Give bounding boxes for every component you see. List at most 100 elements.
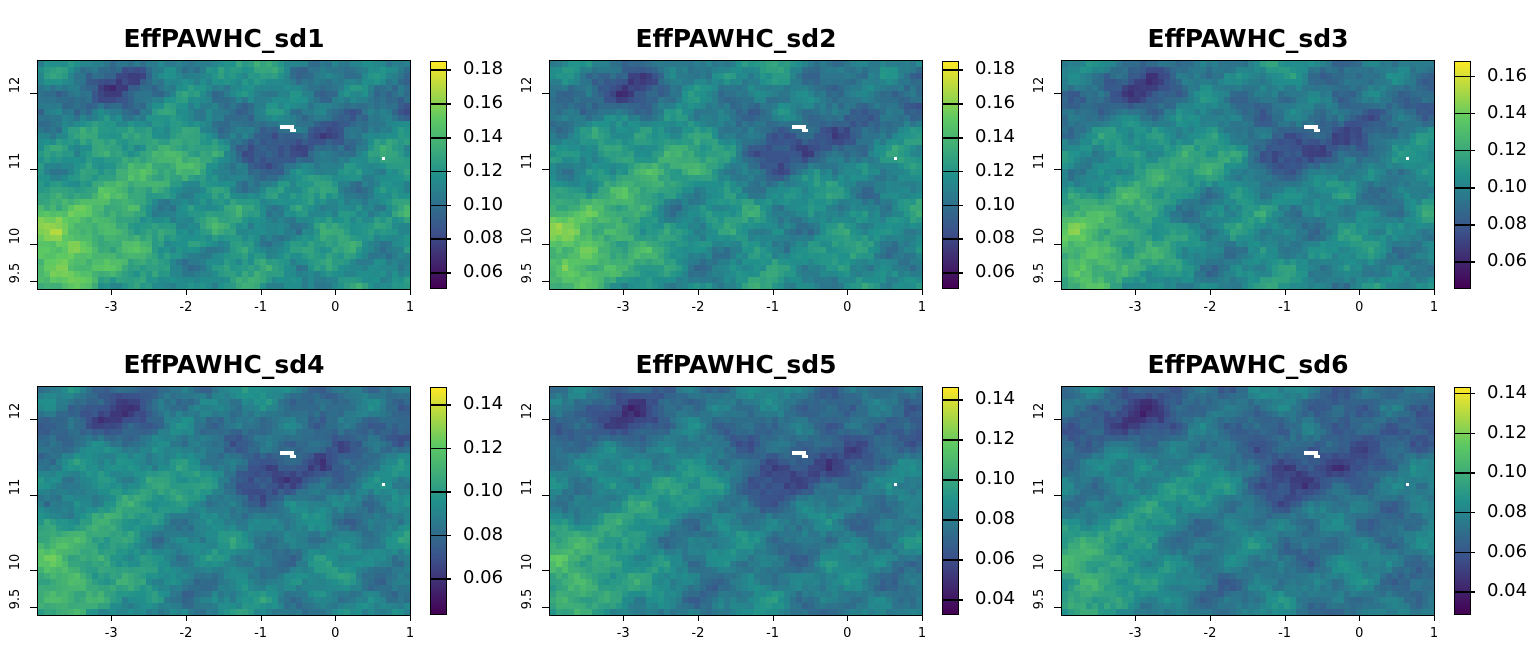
x-axis-tick xyxy=(922,615,923,621)
y-axis-tick-label: 10 xyxy=(520,227,535,245)
colorbar-tick-label: 0.12 xyxy=(1487,138,1528,160)
colorbar-tick xyxy=(1454,75,1475,78)
x-axis-tick-label: -1 xyxy=(1278,300,1292,315)
y-axis-tick-label: 12 xyxy=(8,403,23,420)
colorbar-tick xyxy=(942,103,963,105)
colorbar-tick xyxy=(430,447,451,450)
x-axis-tick xyxy=(185,289,187,295)
colorbar-tick-label: 0.10 xyxy=(1487,176,1528,198)
colorbar-tick-label: 0.06 xyxy=(975,261,1016,283)
x-axis-tick xyxy=(111,289,113,295)
y-axis-tick-label: 11 xyxy=(1032,478,1047,495)
panel-title: EffPAWHC_sd2 xyxy=(635,24,837,53)
y-axis-tick-label: 9.5 xyxy=(1032,263,1047,284)
y-axis-tick xyxy=(30,243,37,245)
x-axis-tick xyxy=(1135,615,1137,621)
colorbar-tick xyxy=(430,578,451,580)
y-axis-tick xyxy=(542,419,549,421)
x-axis-tick xyxy=(623,615,625,621)
x-axis-tick xyxy=(623,289,625,295)
x-axis-tick xyxy=(1284,615,1286,621)
x-axis-tick-label: -3 xyxy=(1128,300,1142,315)
x-axis-tick xyxy=(1209,615,1211,621)
colorbar-tick-label: 0.06 xyxy=(1487,250,1528,272)
raster-map xyxy=(1062,387,1434,615)
y-axis-tick-label: 10 xyxy=(1032,553,1047,571)
y-axis-tick-label: 11 xyxy=(8,478,23,495)
raster-map xyxy=(38,387,410,615)
colorbar-tick-label: 0.08 xyxy=(463,523,504,545)
y-axis-tick-label: 12 xyxy=(1032,77,1047,94)
panel-title: EffPAWHC_sd5 xyxy=(635,350,837,379)
y-axis-tick-label: 12 xyxy=(8,77,23,94)
colorbar-tick xyxy=(942,170,963,173)
colorbar-tick xyxy=(430,170,451,173)
colorbar-tick xyxy=(1454,392,1475,395)
x-axis-tick-label: -1 xyxy=(766,300,780,315)
y-axis-tick xyxy=(30,607,37,609)
x-axis-tick xyxy=(772,615,774,621)
x-axis-tick-label: -2 xyxy=(691,300,705,315)
colorbar-tick xyxy=(1454,187,1475,189)
x-axis-tick-label: 0 xyxy=(843,300,852,315)
colorbar-tick xyxy=(942,69,963,71)
x-axis-tick xyxy=(260,615,262,621)
colorbar-tick-label: 0.08 xyxy=(975,227,1016,249)
y-axis-tick-label: 12 xyxy=(520,77,535,94)
colorbar-tick-label: 0.14 xyxy=(1487,381,1528,403)
colorbar-tick-label: 0.12 xyxy=(975,159,1016,181)
y-axis-tick xyxy=(542,569,549,571)
colorbar-tick xyxy=(430,204,451,207)
colorbar-tick-label: 0.18 xyxy=(463,58,504,80)
colorbar-tick xyxy=(942,439,963,441)
x-axis-tick xyxy=(335,615,337,621)
x-axis-tick-label: -2 xyxy=(179,626,193,641)
colorbar-tick-label: 0.12 xyxy=(975,428,1016,449)
y-axis-tick xyxy=(30,494,37,496)
colorbar-legend xyxy=(430,387,447,615)
x-axis-tick-label: -3 xyxy=(1128,626,1142,641)
x-axis-tick xyxy=(1359,289,1361,295)
colorbar-legend xyxy=(1454,387,1471,615)
y-axis-tick xyxy=(1054,93,1061,95)
colorbar-tick xyxy=(430,103,451,105)
y-axis-tick xyxy=(542,281,549,283)
x-axis-tick-label: -1 xyxy=(254,300,268,315)
colorbar-tick-label: 0.10 xyxy=(463,193,504,215)
map-panel-4: EffPAWHC_sd4 -3 -2 -1 0 1 9.5 10 11 12 0.06 0.08 0.1… xyxy=(0,326,512,652)
x-axis-tick-label: -1 xyxy=(1278,626,1292,641)
x-axis-tick xyxy=(410,615,411,621)
colorbar-tick-label: 0.16 xyxy=(463,92,504,114)
raster-map xyxy=(1062,61,1434,289)
y-axis-tick xyxy=(1054,168,1061,170)
colorbar-tick-label: 0.06 xyxy=(1487,540,1528,562)
colorbar-tick-label: 0.10 xyxy=(1487,461,1528,483)
y-axis-tick xyxy=(30,168,37,170)
x-axis-tick-label: 0 xyxy=(1355,626,1364,641)
colorbar-tick-label: 0.12 xyxy=(463,436,504,458)
colorbar-tick-label: 0.06 xyxy=(463,261,504,283)
y-axis-tick-label: 10 xyxy=(8,227,23,245)
y-axis-tick-label: 9.5 xyxy=(520,589,535,610)
colorbar-tick xyxy=(430,137,451,139)
colorbar-tick-label: 0.18 xyxy=(975,58,1016,80)
y-axis-tick xyxy=(30,281,37,283)
colorbar-tick-label: 0.14 xyxy=(975,388,1016,409)
colorbar-legend xyxy=(942,387,959,615)
y-axis-tick-label: 11 xyxy=(520,478,535,495)
colorbar-tick xyxy=(430,491,451,493)
panel-title: EffPAWHC_sd4 xyxy=(123,350,325,379)
colorbar-tick xyxy=(1454,432,1475,435)
x-axis-tick-label: -2 xyxy=(691,626,705,641)
panel-title: EffPAWHC_sd6 xyxy=(1147,350,1349,379)
x-axis-tick-label: -2 xyxy=(1203,300,1217,315)
y-axis-tick xyxy=(1054,607,1061,609)
colorbar-tick xyxy=(942,272,963,274)
colorbar-tick xyxy=(430,534,451,537)
y-axis-tick xyxy=(1054,243,1061,245)
x-axis-tick-label: -1 xyxy=(766,626,780,641)
panel-title: EffPAWHC_sd1 xyxy=(123,24,325,53)
y-axis-tick-label: 9.5 xyxy=(8,263,23,284)
colorbar-tick-label: 0.14 xyxy=(975,126,1016,147)
y-axis-tick-label: 10 xyxy=(520,553,535,571)
